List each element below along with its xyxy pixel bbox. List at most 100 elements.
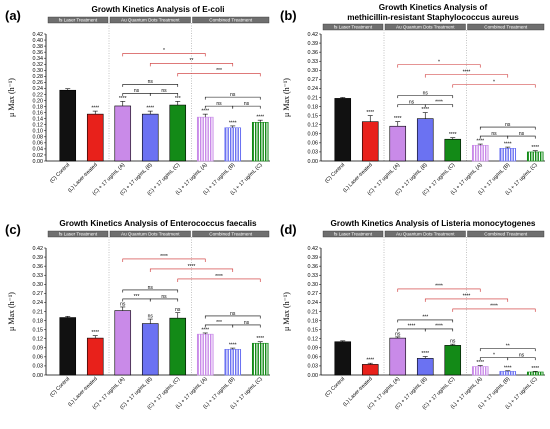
chart-svg-a: (a) Growth Kinetics Analysis of E-coli fs … [5, 5, 270, 197]
bar-significance: **** [146, 106, 154, 112]
y-tick-label: 0.27 [308, 291, 319, 297]
y-tick-label: 0.42 [308, 246, 319, 252]
category-label: (C) Control [324, 162, 346, 184]
red-bracket-label: **** [160, 254, 168, 260]
group-header-0: fs Laser Treatment [322, 23, 384, 31]
chart-title: Growth Kinetics Analysis of Enterococcus… [59, 219, 257, 228]
bar-1 [361, 121, 379, 162]
group-header-label: Combined Treatment [209, 17, 253, 22]
bar-4 [169, 317, 187, 376]
bar-significance: **** [531, 145, 539, 151]
bracket-label: ** [506, 343, 510, 349]
group-header-1: Au Quantum Dots Treatment [109, 230, 191, 238]
comparison-bracket-3: ns [479, 131, 509, 139]
bracket-label: ns [409, 99, 415, 105]
red-bracket-line [424, 298, 509, 302]
red-bracket-label: **** [188, 264, 196, 270]
bar-significance: **** [476, 360, 484, 366]
y-tick-label: 0.33 [308, 273, 319, 279]
y-tick-label: 0.06 [33, 141, 44, 147]
red-bracket-line [397, 64, 481, 68]
bar-6 [499, 371, 517, 376]
bracket-line [424, 328, 454, 332]
red-bracket-0: * [397, 59, 481, 68]
red-bracket-2: **** [177, 274, 261, 282]
group-header-label: Combined Treatment [209, 231, 253, 236]
y-tick-label: 0.24 [33, 86, 44, 92]
bar-0 [59, 317, 77, 376]
y-tick-label: 0.39 [308, 255, 319, 261]
comparison-bracket-4: ns [507, 131, 536, 139]
bar-2 [114, 105, 132, 162]
group-header-box [467, 230, 545, 238]
red-bracket-1: **** [424, 294, 509, 302]
red-bracket-label: * [438, 59, 440, 65]
red-bracket-line [452, 308, 536, 312]
bar-significance: **** [394, 116, 402, 122]
comparison-bracket-2: ns [122, 79, 179, 87]
y-tick-label: 0.24 [33, 300, 44, 306]
comparison-bracket-1: **** [424, 324, 454, 332]
red-bracket-line [177, 73, 261, 77]
bar-significance: **** [119, 96, 127, 102]
red-bracket-2: * [452, 79, 536, 88]
red-bracket-label: **** [435, 284, 443, 290]
chart-panel-a: (a) Growth Kinetics Analysis of E-coli fs … [0, 0, 275, 214]
chart-svg-c: (c) Growth Kinetics Analysis of Enterococ… [5, 219, 270, 411]
group-header-label: Au Quantum Dots Treatment [121, 17, 180, 22]
bar-significance: **** [91, 106, 99, 112]
bar-significance: **** [201, 109, 209, 115]
group-header-1: Au Quantum Dots Treatment [384, 230, 466, 238]
group-header-label: fs Laser Treatment [334, 24, 373, 29]
y-tick-label: 0.18 [33, 104, 44, 110]
red-bracket-line [452, 84, 536, 88]
red-bracket-label: ** [190, 58, 194, 64]
y-axis-label: μ Max (h⁻¹) [7, 78, 16, 117]
y-tick-label: 0.36 [308, 264, 319, 270]
y-tick-label: 0.21 [33, 309, 44, 315]
bar-3 [141, 323, 159, 376]
y-tick-label: 0.00 [33, 373, 44, 379]
y-tick-label: 0.06 [308, 355, 319, 361]
bar-3 [416, 358, 434, 376]
y-tick-label: 0.08 [33, 135, 44, 141]
comparison-bracket-5: ** [479, 343, 536, 352]
comparison-bracket-5: ns [204, 92, 261, 100]
group-header-2: Combined Treatment [467, 23, 545, 31]
red-bracket-1: **** [149, 264, 234, 272]
bracket-line [149, 93, 179, 96]
bar-5 [471, 366, 489, 376]
bracket-line [507, 357, 536, 361]
y-tick-label: 0.02 [33, 153, 44, 159]
bar-0 [59, 89, 77, 162]
y-tick-label: 0.28 [33, 74, 44, 80]
group-header-box [467, 23, 545, 31]
group-header-1: Au Quantum Dots Treatment [384, 23, 466, 31]
group-header-label: fs Laser Treatment [59, 17, 98, 22]
comparison-bracket-4: ns [507, 352, 536, 361]
group-header-label: Au Quantum Dots Treatment [121, 231, 180, 236]
bracket-label: **** [408, 324, 416, 330]
bracket-line [122, 289, 179, 293]
bar-significance: **** [256, 115, 264, 121]
y-tick-label: 0.03 [33, 364, 44, 370]
red-bracket-label: **** [463, 294, 471, 300]
y-tick-label: 0.27 [33, 291, 44, 297]
group-header-0: fs Laser Treatment [322, 230, 384, 238]
chart-title: Growth Kinetics Analysis of Listeria mon… [331, 219, 536, 228]
y-tick-label: 0.03 [308, 150, 319, 156]
red-bracket-1: ** [149, 58, 234, 67]
bracket-label: **** [435, 99, 443, 105]
bar-significance: ns [450, 339, 456, 345]
red-bracket-2: **** [452, 304, 536, 312]
bar-significance: **** [421, 351, 429, 357]
bar-7 [526, 151, 544, 162]
bar-5 [196, 333, 214, 376]
y-axis-label: μ Max (h⁻¹) [7, 292, 16, 331]
bar-significance: **** [476, 139, 484, 145]
comparison-bracket-5: ns [479, 122, 536, 130]
bar-significance: **** [91, 330, 99, 336]
bar-significance: ns [395, 331, 401, 337]
y-tick-label: 0.20 [33, 98, 44, 104]
y-tick-label: 0.30 [308, 68, 319, 74]
